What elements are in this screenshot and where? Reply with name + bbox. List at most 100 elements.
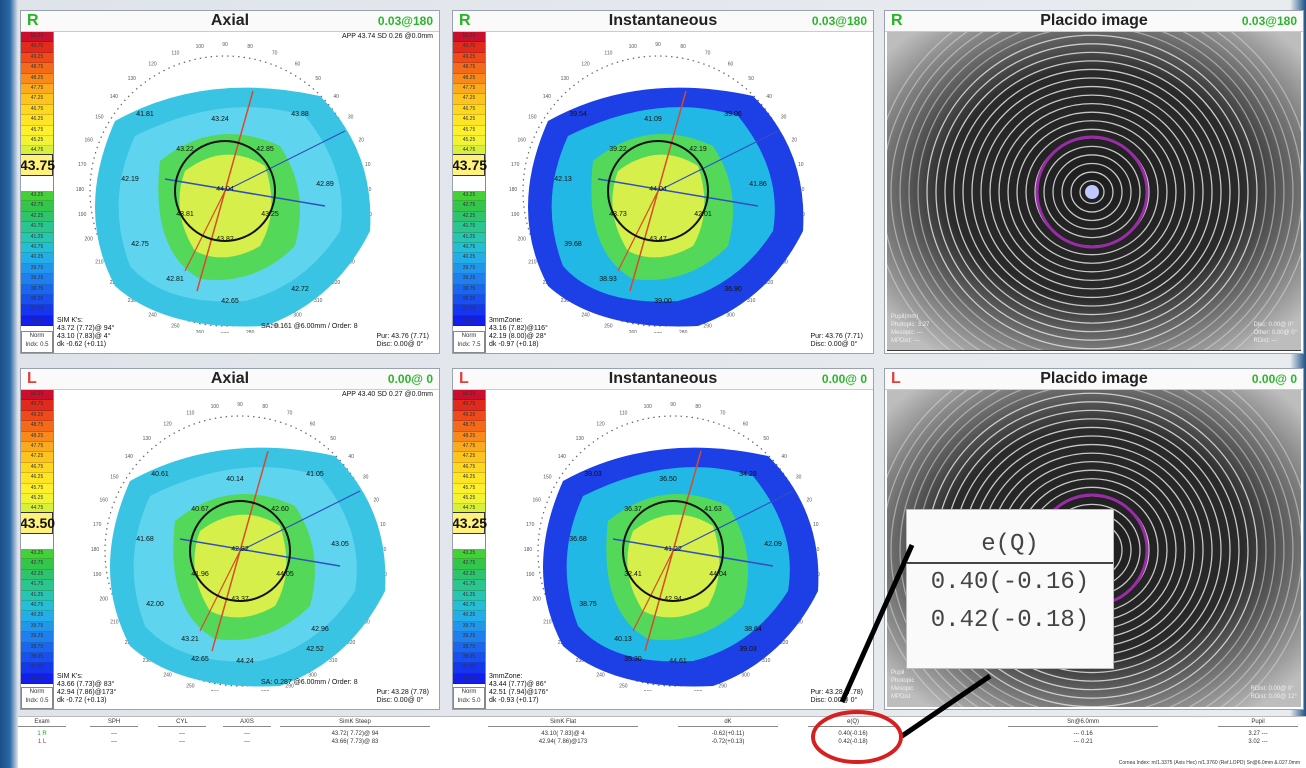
panel-header: R Instantaneous 0.03@180: [453, 11, 873, 32]
placido-ring: [944, 51, 1240, 333]
summary-cell: 3.27 ---: [1248, 731, 1268, 737]
norm-index: Norm Indx: 0.5: [21, 687, 53, 709]
summary-column: SimK Flat 43.10( 7.83)@ 4 42.94( 7.86)@1…: [488, 719, 638, 746]
power-label: 42.01: [694, 211, 712, 218]
angle-tick: 110: [619, 411, 627, 417]
eye-indicator: R: [891, 12, 903, 29]
angle-tick: 230: [143, 658, 152, 664]
placido-ring: [908, 32, 1276, 351]
scale-cell: 40.75: [21, 601, 53, 612]
scale-cell: 48.25: [453, 431, 485, 442]
panel-title: Instantaneous: [608, 370, 718, 387]
power-label: 42.09: [764, 541, 782, 548]
angle-tick: 310: [762, 658, 771, 664]
summary-col-header: AXIS: [223, 719, 271, 727]
angle-tick: 310: [329, 658, 338, 664]
topography-map[interactable]: 0 10 20 30 40 50 60 70 80 90 100 110 120 130 140 150 160…: [487, 391, 873, 698]
angle-tick: 80: [262, 404, 268, 410]
placido-image[interactable]: Pupil(mm) Photopic: 3.27 Mesopic: --- MP…: [887, 32, 1301, 351]
angle-tick: 230: [561, 298, 570, 304]
scale-cell: 38.25: [21, 294, 53, 306]
angle-tick: 250: [186, 683, 195, 689]
panel-r-placido[interactable]: R Placido image 0.03@180 Pupil(mm) Photo…: [884, 10, 1304, 354]
scale-cell: 38.75: [21, 284, 53, 295]
scale-cell: 37.25: [453, 315, 485, 327]
summary-cell: 0.40(-0.16): [838, 731, 868, 737]
scale-center-value: 43.75: [21, 154, 55, 176]
power-label: 42.19: [121, 176, 139, 183]
scale-cell: 38.25: [453, 652, 485, 664]
scale-cell: 47.25: [453, 452, 485, 463]
scale-cell: 42.25: [453, 211, 485, 223]
panel-header: R Placido image 0.03@180: [885, 11, 1303, 32]
angle-tick: 120: [163, 421, 172, 427]
topography-map[interactable]: 0 10 20 30 40 50 60 70 80 90 100 110 120 130 140 150 160…: [55, 391, 439, 698]
summary-column: Exam 1 R 1 L: [18, 719, 66, 746]
summary-cell: 42.94( 7.86)@173: [538, 739, 588, 745]
scale-cell: 50.25: [21, 390, 53, 401]
central-3mm-circle: [189, 500, 291, 602]
cornea-core-zone: [194, 514, 287, 618]
scale-cell: 49.25: [21, 410, 53, 422]
scale-cell: 49.75: [453, 400, 485, 411]
angle-tick: 290: [270, 323, 279, 329]
summary-col-header: SimK Flat: [488, 719, 638, 727]
summary-col-header: SPH: [90, 719, 138, 727]
power-label: 39.22: [609, 146, 627, 153]
panel-value: 0.03@180: [1241, 14, 1297, 28]
summary-cell: --- 0.21: [1073, 739, 1093, 745]
power-label: 40.13: [614, 636, 632, 643]
scale-cell: 43.25: [21, 191, 53, 202]
sim-k-readout: SIM K's: 43.66 (7.73)@ 83° 42.94 (7.86)@…: [57, 673, 117, 705]
scale-cell: 37.75: [21, 305, 53, 316]
power-label: 39.54: [569, 111, 587, 118]
pur-readout: Pur: 43.28 (7.78) Disc: 0.00@ 0°: [810, 689, 863, 704]
scale-cell: 47.25: [21, 94, 53, 105]
angle-tick: 70: [720, 411, 726, 417]
angle-tick: 290: [285, 683, 294, 689]
power-label: 41.22: [664, 546, 682, 553]
scale-cell: 48.75: [453, 63, 485, 74]
angle-tick: 170: [93, 522, 102, 528]
scale-cell: 46.25: [453, 473, 485, 484]
summary-column: Sn@6.0mm --- 0.16 --- 0.21: [1008, 719, 1158, 746]
power-label: 42.72: [291, 286, 309, 293]
power-label: 41.96: [191, 571, 209, 578]
angle-tick: 260: [211, 690, 220, 691]
panel-r-axial[interactable]: R Axial 0.03@180 50.25 49.75 49.25 48.75 48.…: [20, 10, 440, 354]
power-label: 38.75: [579, 601, 597, 608]
scale-cell: 37.75: [21, 663, 53, 674]
topography-map[interactable]: 0 10 20 30 40 50 60 70 80 90 100 110 120 130 140 150 160…: [55, 33, 439, 338]
sim-k-readout: 3mmZone: 43.44 (7.77)@ 86° 42.51 (7.94)@…: [489, 673, 549, 705]
scale-cell: 41.75: [453, 580, 485, 591]
scale-cell: 45.25: [453, 135, 485, 147]
scale-cell: 37.25: [21, 673, 53, 685]
panel-l-axial[interactable]: L Axial 0.00@ 0 50.25 49.75 49.25 48.75 48.2…: [20, 368, 440, 710]
scale-cell: 41.25: [453, 590, 485, 602]
angle-tick: 20: [792, 137, 798, 143]
summary-cell: 43.72( 7.72)@ 94: [331, 731, 379, 737]
summary-column: CYL --- ---: [158, 719, 206, 746]
power-label: 39.00: [654, 298, 672, 305]
angle-tick: 0: [384, 547, 387, 553]
scale-cell: 38.75: [453, 642, 485, 653]
summary-cell: 1 L: [37, 739, 47, 745]
color-scale: 50.25 49.75 49.25 48.75 48.25 47.75 47.25 46.75…: [21, 32, 55, 353]
scale-cell: 41.75: [21, 580, 53, 591]
angle-tick: 30: [781, 115, 787, 121]
scale-cell: 45.25: [21, 135, 53, 147]
summary-column: SimK Steep 43.72( 7.72)@ 94 43.66( 7.73)…: [280, 719, 430, 746]
angle-tick: 240: [148, 313, 157, 319]
power-label: 44.61: [669, 658, 687, 665]
topography-map[interactable]: 0 10 20 30 40 50 60 70 80 90 100 110 120 130 140 150 160…: [487, 33, 873, 338]
panel-r-inst[interactable]: R Instantaneous 0.03@180 50.25 49.75 49.25…: [452, 10, 874, 354]
scale-cell: 47.25: [453, 94, 485, 105]
angle-tick: 140: [125, 454, 134, 460]
angle-tick: 30: [796, 475, 802, 481]
summary-col-header: Pupil: [1218, 719, 1298, 727]
angle-tick: 110: [604, 51, 612, 57]
angle-tick: 30: [348, 115, 354, 121]
angle-tick: 180: [76, 187, 85, 193]
panel-l-inst[interactable]: L Instantaneous 0.00@ 0 50.25 49.75 49.25 4…: [452, 368, 874, 710]
power-label: 43.21: [181, 636, 199, 643]
